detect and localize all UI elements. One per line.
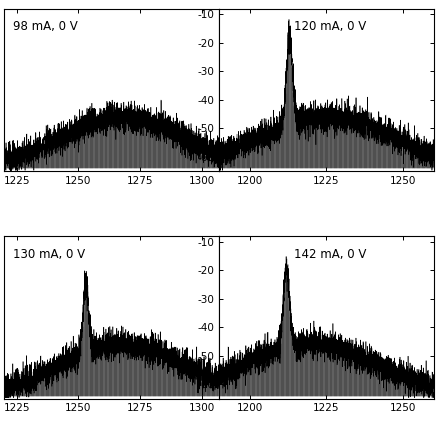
Text: 98 mA, 0 V: 98 mA, 0 V <box>13 20 78 33</box>
Text: 130 mA, 0 V: 130 mA, 0 V <box>13 247 85 261</box>
Text: 142 mA, 0 V: 142 mA, 0 V <box>294 247 367 261</box>
Text: 120 mA, 0 V: 120 mA, 0 V <box>294 20 366 33</box>
